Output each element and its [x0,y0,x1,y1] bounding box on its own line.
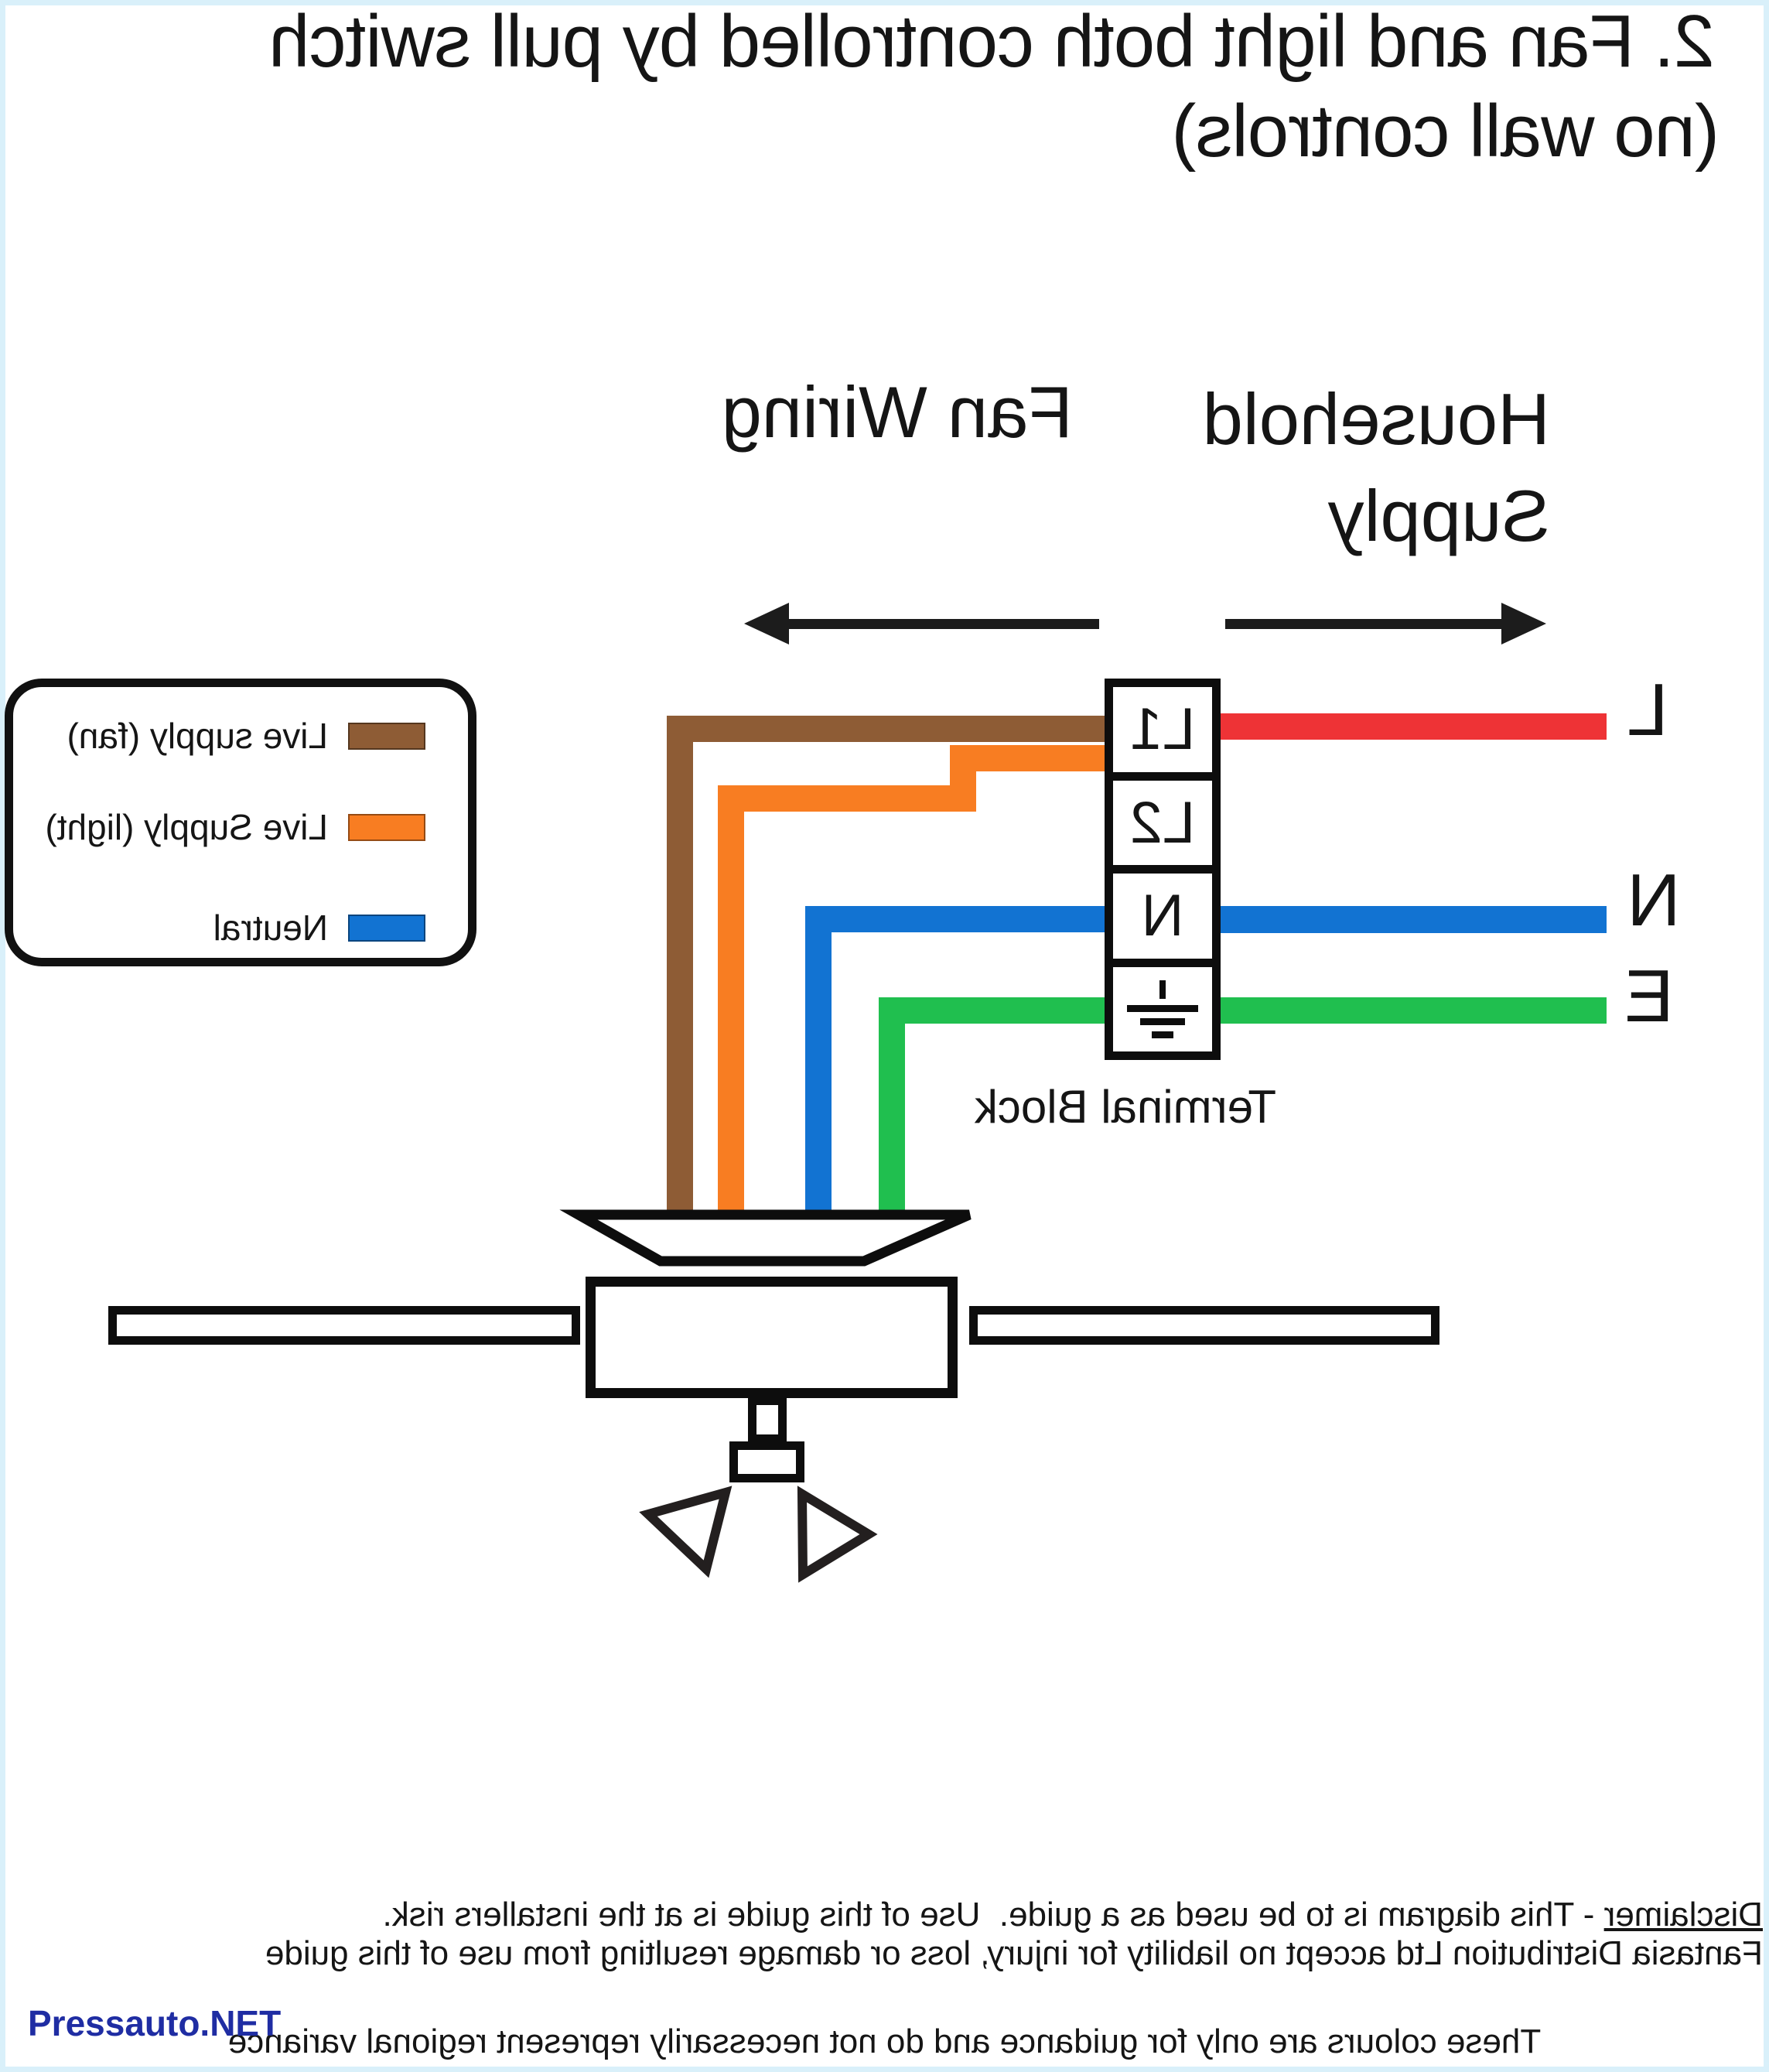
disclaimer-line1: Disclaimer - This diagram is to be used … [383,1896,1763,1934]
fan-blade [969,1306,1439,1345]
watermark-logo: Pressauto.NET [28,2003,282,2043]
disclaimer-line2: Fantasia Distribution Ltd accept no liab… [265,1934,1763,1972]
fan-motor-housing [586,1277,958,1398]
disclaimer-line1-rest: - This diagram is to be used as a guide.… [382,1896,1604,1934]
fan-light-bulb-icon [797,1486,878,1583]
disclaimer-word: Disclaimer [1603,1896,1763,1934]
fan-canopy [559,1209,972,1267]
fan-downrod [748,1397,787,1443]
fan-light-bulb-icon [639,1486,733,1578]
fan-switch-housing [729,1441,804,1482]
fan-blade [108,1306,580,1345]
